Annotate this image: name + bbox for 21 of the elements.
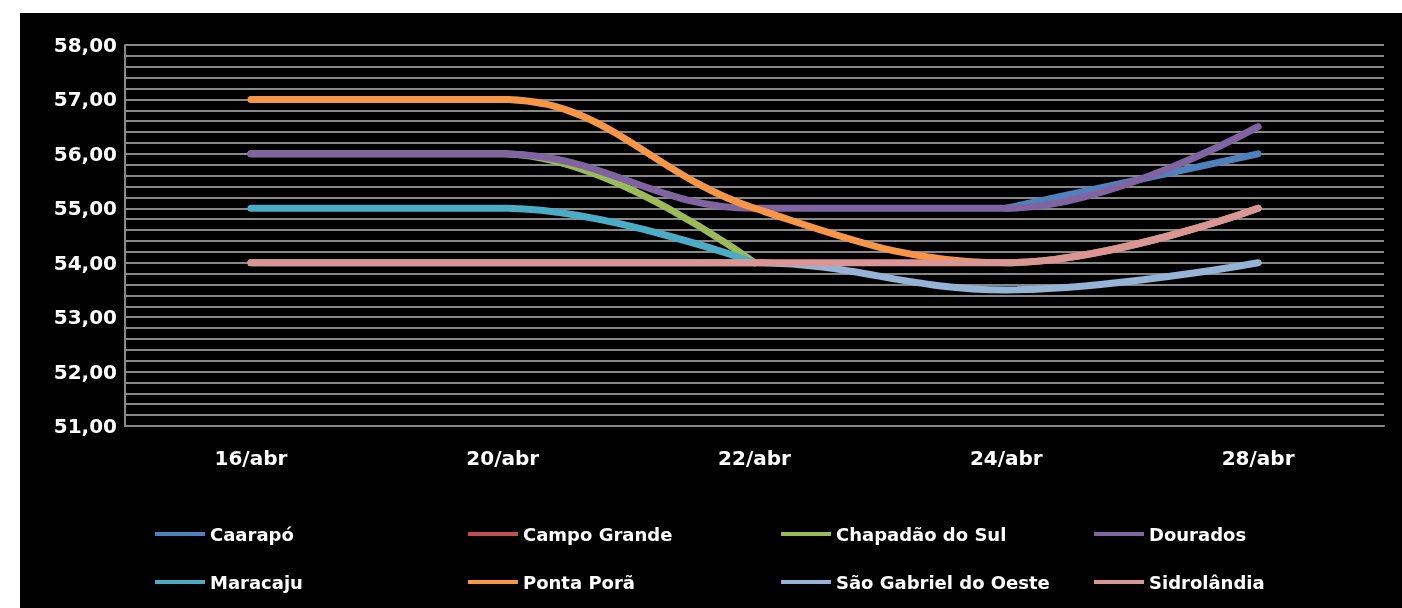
x-tick-label: 20/abr — [466, 446, 540, 470]
y-tick-label: 54,00 — [53, 250, 117, 275]
x-tick-label: 22/abr — [718, 446, 792, 470]
x-tick-label: 16/abr — [214, 446, 288, 470]
legend-label: Maracaju — [210, 571, 303, 593]
legend-label: Sidrolândia — [1149, 571, 1265, 593]
legend-label: Campo Grande — [523, 523, 673, 545]
y-tick-label: 56,00 — [53, 141, 117, 166]
x-tick-label: 24/abr — [969, 446, 1043, 470]
y-tick-label: 55,00 — [53, 196, 117, 221]
y-tick-label: 53,00 — [53, 305, 117, 330]
x-tick-label: 28/abr — [1221, 446, 1295, 470]
legend-label: São Gabriel do Oeste — [836, 571, 1050, 593]
legend-label: Dourados — [1149, 523, 1247, 545]
y-tick-label: 57,00 — [53, 87, 117, 112]
legend-label: Caarapó — [210, 523, 294, 545]
legend-label: Chapadão do Sul — [836, 523, 1007, 545]
y-tick-label: 51,00 — [53, 414, 117, 438]
y-tick-label: 58,00 — [53, 33, 117, 57]
y-tick-label: 52,00 — [53, 359, 117, 384]
legend-label: Ponta Porã — [523, 571, 635, 593]
